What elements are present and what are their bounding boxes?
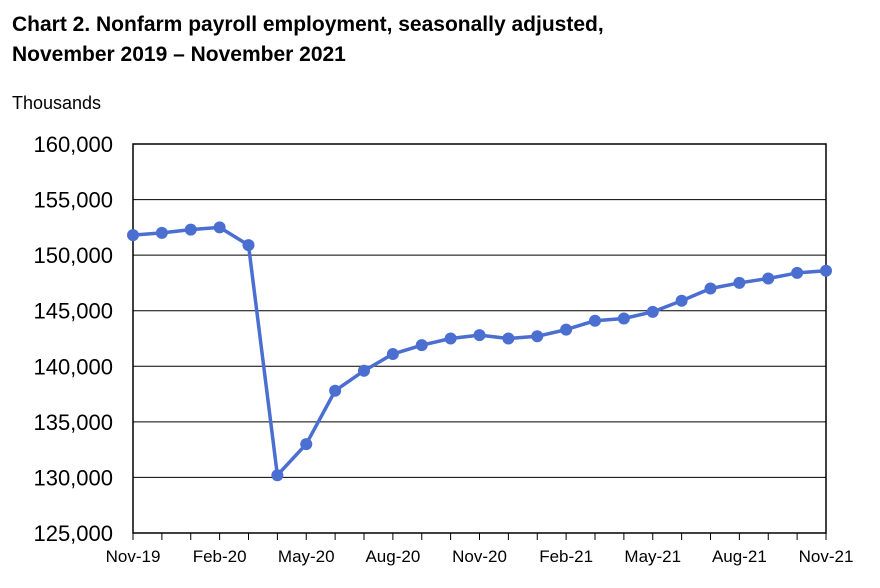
data-point <box>242 239 255 252</box>
y-tick-label: 135,000 <box>33 410 113 435</box>
y-axis-unit-label: Thousands <box>12 93 102 113</box>
y-tick-label: 145,000 <box>33 299 113 324</box>
y-tick-label: 125,000 <box>33 521 113 546</box>
data-point <box>184 223 197 236</box>
data-point <box>589 314 601 327</box>
x-tick-label: Feb-20 <box>193 547 247 566</box>
data-point <box>820 264 832 277</box>
data-point <box>329 384 342 397</box>
data-point <box>358 364 370 377</box>
x-tick-label: May-21 <box>624 547 681 566</box>
chart-title-line-1: Chart 2. Nonfarm payroll employment, sea… <box>12 13 604 36</box>
data-point <box>473 329 486 342</box>
data-point <box>733 276 746 289</box>
data-point <box>646 305 659 318</box>
y-tick-label: 155,000 <box>33 188 113 213</box>
chart-title: Chart 2. Nonfarm payroll employment, sea… <box>12 10 872 70</box>
data-point <box>127 229 139 242</box>
x-tick-label: Nov-19 <box>106 547 161 566</box>
x-tick-label: May-20 <box>278 547 335 566</box>
data-point <box>271 469 284 482</box>
y-tick-label: 160,000 <box>33 132 113 157</box>
y-tick-label: 150,000 <box>33 243 113 268</box>
data-point <box>155 226 168 239</box>
x-tick-label: Aug-20 <box>365 547 420 566</box>
x-tick-label: Aug-21 <box>712 547 767 566</box>
data-point <box>300 438 313 451</box>
data-point <box>502 332 515 345</box>
x-tick-label: Nov-20 <box>452 547 507 566</box>
data-point <box>415 339 428 352</box>
data-point <box>213 221 226 234</box>
data-point <box>386 348 399 361</box>
x-tick-label: Feb-21 <box>539 547 593 566</box>
x-tick-label: Nov-21 <box>799 547 854 566</box>
data-point <box>617 312 630 325</box>
data-point <box>704 282 717 295</box>
y-tick-label: 140,000 <box>33 354 113 379</box>
data-point <box>444 332 457 345</box>
y-tick-label: 130,000 <box>33 465 113 490</box>
series-group <box>127 221 832 482</box>
data-point <box>791 266 804 279</box>
chart-title-line-2: November 2019 – November 2021 <box>12 43 346 66</box>
data-point <box>560 323 573 336</box>
y-axis-ticks: 125,000 130,000 135,000 140,000 145,000 150,0… <box>33 132 113 546</box>
x-axis-ticks: Nov-19 Feb-20 May-20 Aug-20 Nov-20 Feb-21 May-… <box>106 533 854 566</box>
data-point <box>675 294 688 307</box>
data-point <box>762 272 775 285</box>
data-point <box>531 330 544 343</box>
series-line <box>132 225 827 477</box>
